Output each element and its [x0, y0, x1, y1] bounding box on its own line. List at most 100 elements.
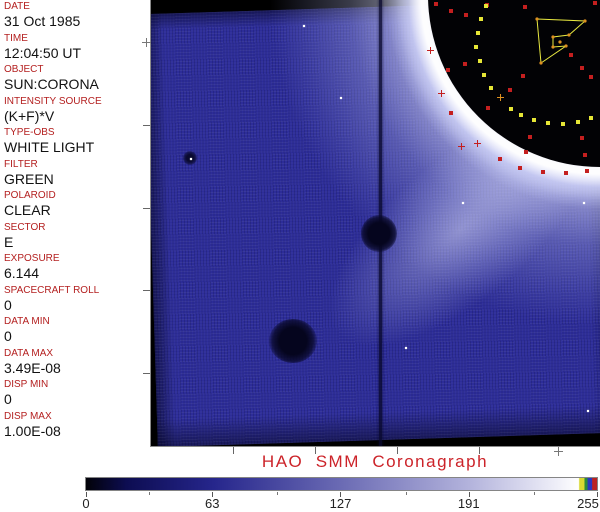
bottom-axis-tick [233, 447, 234, 454]
dust-blob [269, 319, 317, 363]
metadata-label: TYPE-OBS [4, 127, 55, 138]
metadata-field: SPACECRAFT ROLL 0 [4, 285, 148, 317]
yellow-marker-dot [482, 73, 486, 77]
red-marker-dot [463, 62, 467, 66]
metadata-field: TIME 12:04:50 UT [4, 33, 148, 65]
yellow-marker-dot [546, 121, 550, 125]
metadata-value: 0 [4, 328, 12, 344]
yellow-cross-marker [497, 94, 504, 101]
white-speck [340, 97, 342, 99]
metadata-label: FILTER [4, 158, 38, 170]
red-marker-dot [523, 5, 527, 9]
colorbar-minor-tick [277, 492, 279, 495]
metadata-sidebar: DATE 31 Oct 1985 TIME 12:04:50 UT OBJECT SUN:… [4, 1, 148, 442]
metadata-value: (K+F)*V [4, 107, 55, 124]
yellow-marker-dot [479, 17, 483, 21]
red-marker-dot [486, 106, 490, 110]
red-marker-dot [569, 53, 573, 57]
yellow-marker-dot [576, 120, 580, 124]
red-marker-dot [528, 135, 532, 139]
red-marker-dot [508, 88, 512, 92]
red-marker-dot [434, 2, 438, 6]
red-marker-dot [585, 169, 589, 173]
metadata-field: EXPOSURE 6.144 [4, 253, 148, 285]
colorbar-major-tick [212, 492, 214, 497]
colorbar-major-tick [468, 492, 470, 497]
colorbar-minor-tick [149, 492, 151, 495]
bottom-axis-tick [479, 447, 480, 454]
metadata-value: GREEN [4, 170, 54, 187]
metadata-label: DATA MIN [4, 316, 50, 327]
red-marker-dot [446, 68, 450, 72]
yellow-marker-dot [484, 4, 488, 8]
colorbar-minor-tick [405, 492, 407, 495]
red-marker-dot [521, 74, 525, 78]
red-marker-dot [580, 136, 584, 140]
yellow-marker-dot [489, 86, 493, 90]
red-marker-dot [498, 157, 502, 161]
red-marker-dot [564, 171, 568, 175]
metadata-field: DATE 31 Oct 1985 [4, 1, 148, 33]
metadata-value: WHITE LIGHT [4, 139, 95, 155]
metadata-value: 31 Oct 1985 [4, 13, 81, 29]
white-speck [462, 202, 464, 204]
metadata-value: 6.144 [4, 265, 40, 281]
bottom-axis-tick [315, 447, 316, 454]
white-speck [405, 347, 407, 349]
colorbar-major-tick [597, 492, 598, 497]
metadata-label: TIME [4, 32, 28, 44]
metadata-field: TYPE-OBS WHITE LIGHT [4, 127, 148, 159]
colorbar-tick-label: 255 [577, 496, 599, 511]
metadata-value: 3.49E-08 [4, 359, 61, 376]
metadata-label: DATA MAX [4, 347, 54, 359]
left-axis-tick [143, 290, 150, 291]
red-cross-marker [438, 90, 445, 97]
yellow-marker-dot [474, 45, 478, 49]
colorbar-tick-label: 127 [329, 496, 352, 511]
metadata-value: 12:04:50 UT [4, 44, 82, 61]
red-marker-dot [593, 1, 597, 5]
yellow-marker-dot [532, 118, 536, 122]
yellow-marker-dot [478, 59, 482, 63]
left-plus-mark [142, 38, 151, 47]
image-bottom-border [150, 446, 600, 447]
metadata-field: DISP MAX 1.00E-08 [4, 411, 148, 443]
metadata-field: DATA MIN 0 [4, 316, 148, 348]
colorbar-tick-label: 0 [82, 496, 90, 511]
red-marker-dot [464, 13, 468, 17]
metadata-label: EXPOSURE [4, 253, 60, 264]
yellow-marker-dot [561, 122, 565, 126]
metadata-value: 1.00E-08 [4, 422, 61, 439]
image-left-border [150, 0, 151, 447]
red-marker-dot [524, 150, 528, 154]
pylon-blob [361, 215, 397, 252]
red-marker-dot [583, 153, 587, 157]
coronagraph-image [150, 0, 600, 446]
metadata-label: DATE [4, 1, 30, 12]
colorbar-minor-tick [533, 492, 535, 495]
page-title: HAO SMM Coronagraph [261, 452, 489, 471]
yellow-marker-dot [589, 116, 593, 120]
red-cross-marker [474, 140, 481, 147]
metadata-label: INTENSITY SOURCE [4, 95, 102, 107]
yellow-marker-dot [509, 107, 513, 111]
colorbar-tick-label: 191 [457, 496, 480, 511]
metadata-value: 0 [4, 296, 12, 313]
white-speck [587, 410, 589, 412]
white-speck [303, 25, 305, 27]
left-axis-tick [143, 373, 150, 374]
metadata-field: DISP MIN 0 [4, 379, 148, 411]
red-cross-marker [427, 47, 434, 54]
red-marker-dot [541, 170, 545, 174]
metadata-label: POLAROID [4, 190, 56, 201]
intensity-colorbar [85, 477, 598, 491]
metadata-label: DISP MAX [4, 410, 52, 422]
red-marker-dot [449, 9, 453, 13]
metadata-value: 0 [4, 391, 12, 407]
red-cross-marker [458, 143, 465, 150]
metadata-value: SUN:CORONA [4, 76, 99, 92]
yellow-marker-dot [519, 113, 523, 117]
red-marker-dot [580, 66, 584, 70]
red-marker-dot [589, 75, 593, 79]
